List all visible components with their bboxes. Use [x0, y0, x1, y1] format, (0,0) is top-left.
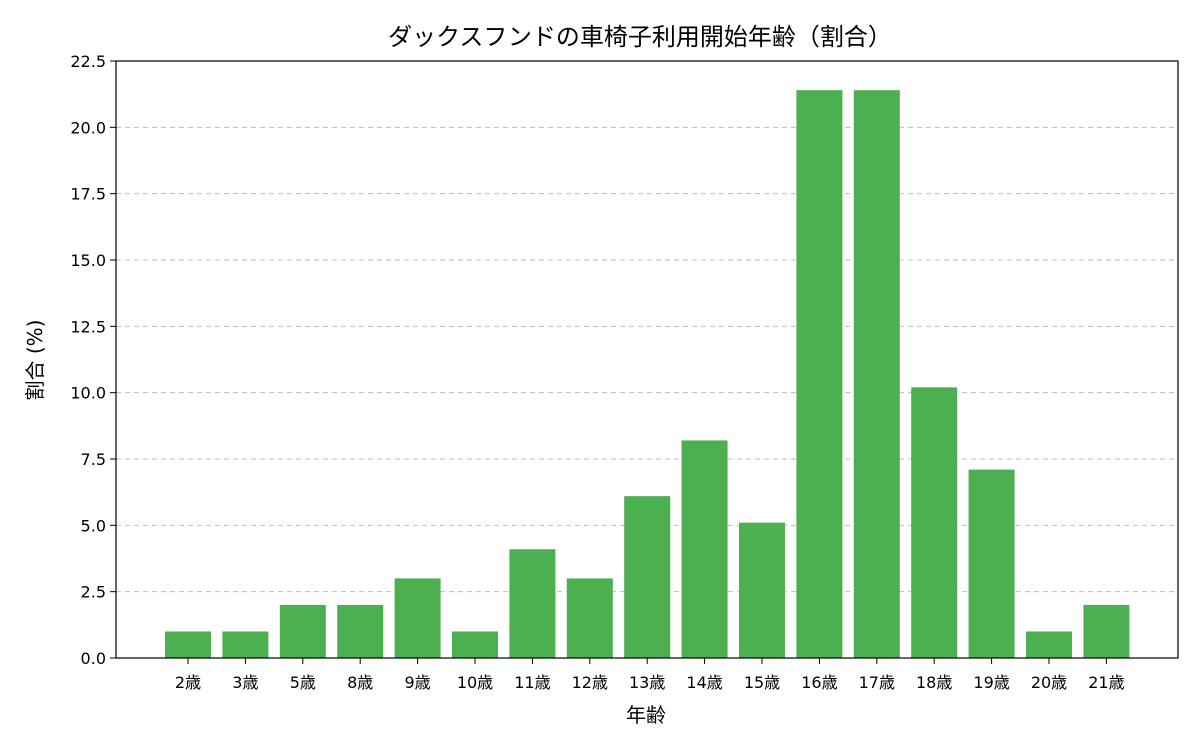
y-tick-label: 2.5 — [81, 583, 106, 602]
y-tick-label: 0.0 — [81, 649, 106, 668]
x-tick-label: 11歳 — [514, 673, 550, 692]
bar — [452, 631, 498, 658]
bar — [337, 604, 384, 658]
y-tick-label: 12.5 — [70, 317, 106, 336]
y-tick-label: 5.0 — [81, 516, 106, 535]
bar — [853, 90, 900, 659]
y-tick-label: 15.0 — [70, 251, 106, 270]
x-tick-label: 16歳 — [801, 673, 837, 692]
x-tick-label: 15歳 — [744, 673, 780, 692]
bar — [1083, 604, 1130, 658]
x-tick-label: 18歳 — [916, 673, 952, 692]
x-axis-ticks: 2歳 3歳 5歳 8歳 9歳 10歳 11歳 12歳 13歳 14歳 15歳 16歳 17歳 18歳 19歳… — [175, 658, 1125, 692]
y-tick-label: 20.0 — [70, 118, 106, 137]
chart-title: ダックスフンドの車椅子利用開始年齢（割合） — [388, 23, 892, 51]
bar — [739, 522, 785, 658]
x-tick-label: 2歳 — [175, 673, 201, 692]
x-axis-label: 年齢 — [626, 703, 666, 727]
bar — [509, 549, 556, 658]
y-tick-label: 10.0 — [70, 384, 106, 403]
x-tick-label: 10歳 — [457, 673, 493, 692]
x-tick-label: 3歳 — [232, 673, 258, 692]
x-tick-label: 17歳 — [859, 673, 895, 692]
y-tick-label: 22.5 — [70, 52, 106, 71]
bar — [796, 90, 843, 659]
x-tick-label: 20歳 — [1031, 673, 1067, 692]
x-tick-label: 8歳 — [347, 673, 373, 692]
x-tick-label: 13歳 — [629, 673, 665, 692]
y-tick-label: 7.5 — [81, 450, 106, 469]
bar — [968, 469, 1015, 658]
bar — [566, 578, 613, 658]
bars — [165, 90, 1130, 659]
bar — [681, 440, 728, 658]
bar — [394, 578, 441, 658]
bar — [279, 604, 326, 658]
x-tick-label: 9歳 — [405, 673, 431, 692]
x-tick-label: 19歳 — [973, 673, 1009, 692]
bar — [911, 387, 958, 658]
y-axis-label: 割合 (%) — [23, 320, 47, 401]
bar — [165, 631, 211, 658]
bar — [1026, 631, 1072, 658]
x-tick-label: 21歳 — [1088, 673, 1124, 692]
bar — [222, 631, 269, 658]
x-tick-label: 5歳 — [290, 673, 316, 692]
x-tick-label: 14歳 — [686, 673, 722, 692]
y-tick-label: 17.5 — [70, 185, 106, 204]
x-tick-label: 12歳 — [572, 673, 608, 692]
y-axis-ticks: 0.0 2.5 5.0 7.5 10.0 12.5 15.0 17.5 20.0 22.5 — [70, 52, 116, 668]
bar — [624, 496, 671, 658]
